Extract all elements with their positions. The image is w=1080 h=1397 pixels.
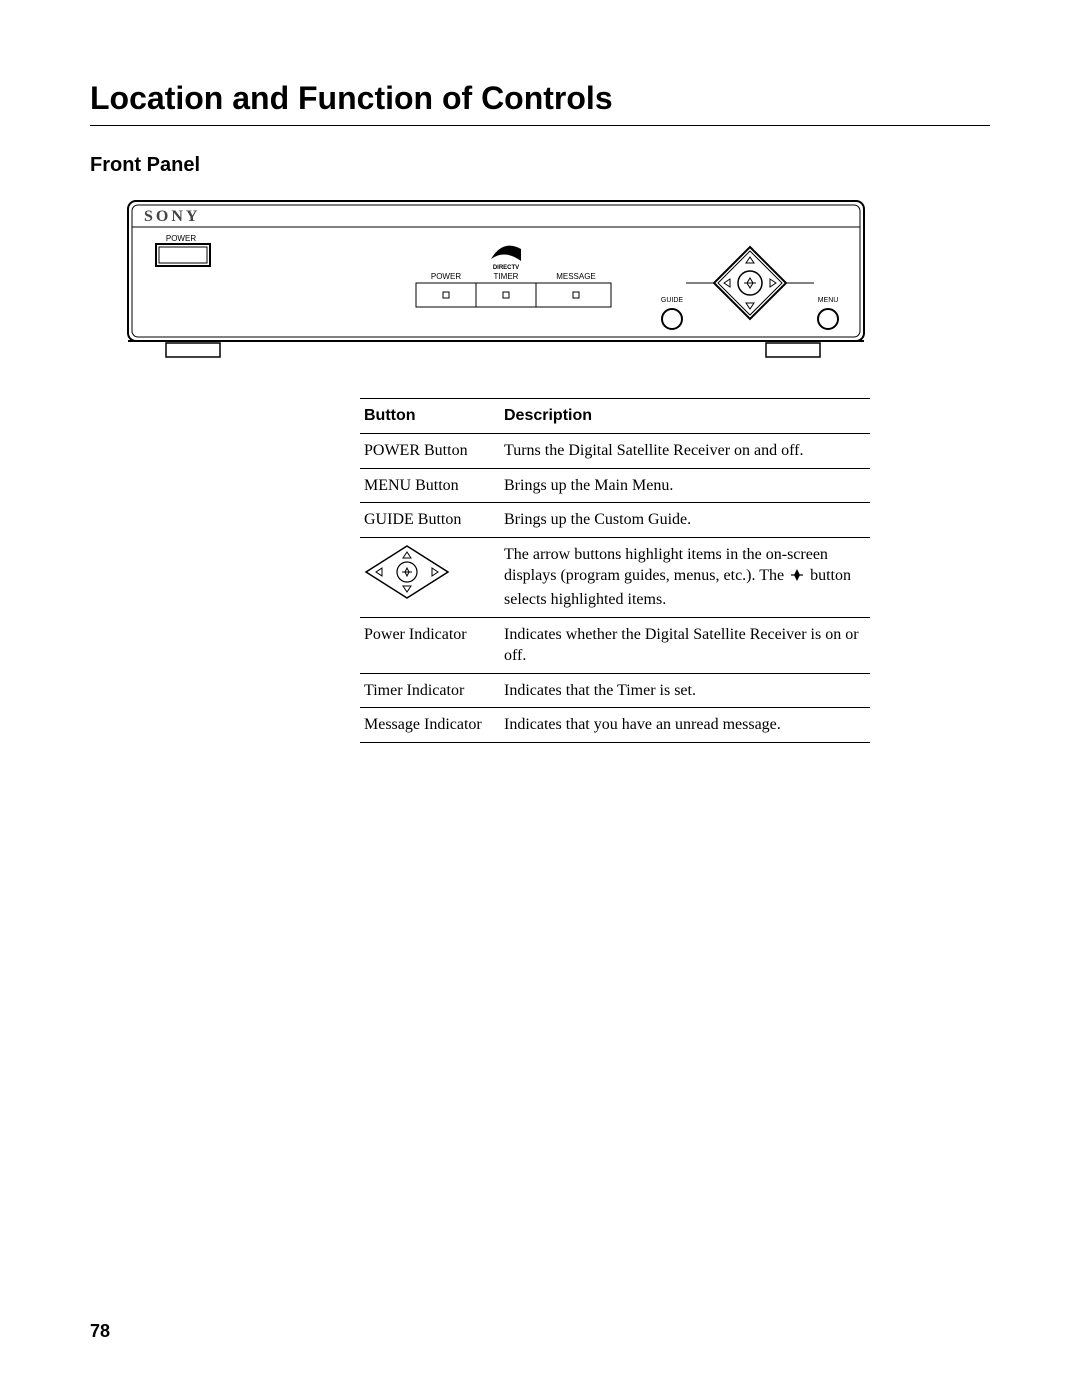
cell-button: Power Indicator: [360, 617, 500, 673]
table-row: Message Indicator Indicates that you hav…: [360, 708, 870, 743]
indicator-message-label: MESSAGE: [556, 272, 596, 281]
cell-description: Indicates that the Timer is set.: [500, 673, 870, 708]
cell-button: MENU Button: [360, 468, 500, 503]
col-header-description: Description: [500, 399, 870, 434]
cell-description: The arrow buttons highlight items in the…: [500, 537, 870, 617]
table-row: Power Indicator Indicates whether the Di…: [360, 617, 870, 673]
svg-text:DIRECTV: DIRECTV: [493, 265, 519, 271]
table-row: The arrow buttons highlight items in the…: [360, 537, 870, 617]
brand-text: SONY: [144, 208, 200, 225]
power-label: POWER: [166, 234, 196, 243]
table-row: Timer Indicator Indicates that the Timer…: [360, 673, 870, 708]
table-row: POWER Button Turns the Digital Satellite…: [360, 434, 870, 469]
cell-description: Brings up the Custom Guide.: [500, 503, 870, 538]
cell-button: GUIDE Button: [360, 503, 500, 538]
indicator-power-label: POWER: [431, 272, 461, 281]
cell-description: Brings up the Main Menu.: [500, 468, 870, 503]
cell-button-arrowpad: [360, 537, 500, 617]
cell-button: POWER Button: [360, 434, 500, 469]
select-icon: [790, 567, 804, 589]
cell-button: Timer Indicator: [360, 673, 500, 708]
table-row: GUIDE Button Brings up the Custom Guide.: [360, 503, 870, 538]
controls-table: Button Description POWER Button Turns th…: [360, 398, 870, 743]
indicator-timer-label: TIMER: [494, 272, 519, 281]
col-header-button: Button: [360, 399, 500, 434]
cell-description: Indicates whether the Digital Satellite …: [500, 617, 870, 673]
arrowpad-icon: [364, 544, 450, 600]
front-panel-diagram: SONY POWER DIRECTV POWER TIMER MESSAGE: [126, 199, 866, 374]
svg-text:GUIDE: GUIDE: [661, 297, 684, 304]
table-row: MENU Button Brings up the Main Menu.: [360, 468, 870, 503]
page-title: Location and Function of Controls: [90, 80, 990, 117]
svg-text:MENU: MENU: [818, 297, 839, 304]
title-rule: [90, 125, 990, 126]
section-subtitle: Front Panel: [90, 154, 990, 177]
cell-description: Turns the Digital Satellite Receiver on …: [500, 434, 870, 469]
cell-button: Message Indicator: [360, 708, 500, 743]
page-number: 78: [90, 1321, 110, 1342]
cell-description: Indicates that you have an unread messag…: [500, 708, 870, 743]
desc-before: The arrow buttons highlight items in the…: [504, 546, 828, 585]
